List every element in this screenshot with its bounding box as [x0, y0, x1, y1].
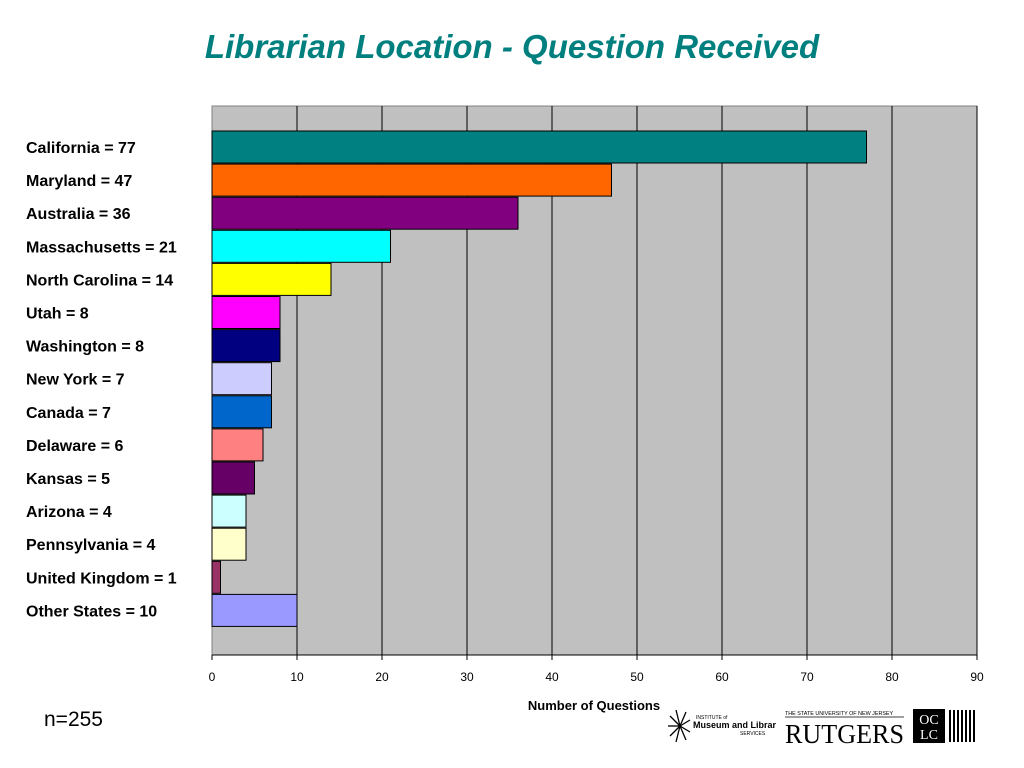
bar-9 [211, 428, 264, 462]
x-axis-ticks: 0 10 20 30 40 50 60 70 80 90 [209, 655, 984, 684]
svg-text:SERVICES: SERVICES [740, 731, 766, 737]
category-label-13: United Kingdom = 1 [26, 570, 177, 587]
sample-size-note: n=255 [44, 708, 103, 731]
oclc-logo: OC LC [913, 709, 975, 743]
category-label-8: Canada = 7 [26, 405, 111, 422]
svg-text:RUTGERS: RUTGERS [785, 719, 904, 746]
category-label-12: Pennsylvania = 4 [26, 537, 156, 554]
category-label-2: Australia = 36 [26, 206, 131, 223]
category-label-7: New York = 7 [26, 372, 125, 389]
x-tick-label-7: 70 [800, 670, 814, 684]
category-label-0: California = 77 [26, 140, 136, 157]
svg-text:INSTITUTE of: INSTITUTE of [696, 715, 728, 721]
svg-text:Museum and Library: Museum and Library [693, 720, 776, 730]
x-tick-label-0: 0 [209, 670, 216, 684]
x-tick-label-8: 80 [885, 670, 899, 684]
category-label-6: Washington = 8 [26, 339, 144, 356]
x-tick-label-4: 40 [545, 670, 559, 684]
bar-chart: California = 77 Maryland = 47 Australia = … [26, 105, 984, 713]
category-label-3: Massachusetts = 21 [26, 239, 177, 256]
bar-11 [211, 494, 247, 528]
imls-starburst-icon [668, 709, 691, 743]
x-tick-label-5: 50 [630, 670, 644, 684]
category-label-11: Arizona = 4 [26, 504, 112, 521]
x-tick-label-1: 10 [290, 670, 304, 684]
category-label-10: Kansas = 5 [26, 471, 110, 488]
x-tick-label-3: 30 [460, 670, 474, 684]
imls-logo: INSTITUTE of Museum and Library SERVICES [668, 709, 776, 743]
bar-8 [211, 395, 272, 429]
bar-12 [211, 527, 247, 561]
bar-7 [211, 362, 272, 396]
x-axis-title: Number of Questions [528, 698, 660, 713]
x-tick-label-6: 60 [715, 670, 729, 684]
bar-3 [211, 229, 391, 263]
bar-4 [211, 262, 332, 296]
bar-0 [211, 130, 867, 164]
rutgers-logo: THE STATE UNIVERSITY OF NEW JERSEY RUTGE… [785, 711, 904, 746]
category-label-1: Maryland = 47 [26, 173, 132, 190]
bar-6 [211, 329, 281, 363]
oclc-stripes-icon [949, 710, 975, 742]
bar-10 [211, 461, 255, 495]
x-tick-label-9: 90 [970, 670, 984, 684]
slide-title: Librarian Location - Question Received [204, 28, 820, 65]
x-tick-label-2: 20 [375, 670, 389, 684]
svg-text:THE STATE UNIVERSITY OF NEW JE: THE STATE UNIVERSITY OF NEW JERSEY [785, 711, 894, 717]
bars [211, 130, 867, 627]
category-label-14: Other States = 10 [26, 603, 157, 620]
category-labels: California = 77 Maryland = 47 Australia = … [26, 140, 177, 620]
bar-2 [211, 196, 519, 230]
bar-13 [211, 560, 221, 594]
bar-5 [211, 296, 281, 329]
bar-1 [211, 163, 612, 197]
category-label-4: North Carolina = 14 [26, 272, 173, 289]
category-label-9: Delaware = 6 [26, 438, 124, 455]
category-label-5: Utah = 8 [26, 306, 89, 323]
bar-14 [211, 593, 298, 627]
svg-text:LC: LC [920, 728, 938, 743]
svg-text:OC: OC [919, 713, 938, 728]
